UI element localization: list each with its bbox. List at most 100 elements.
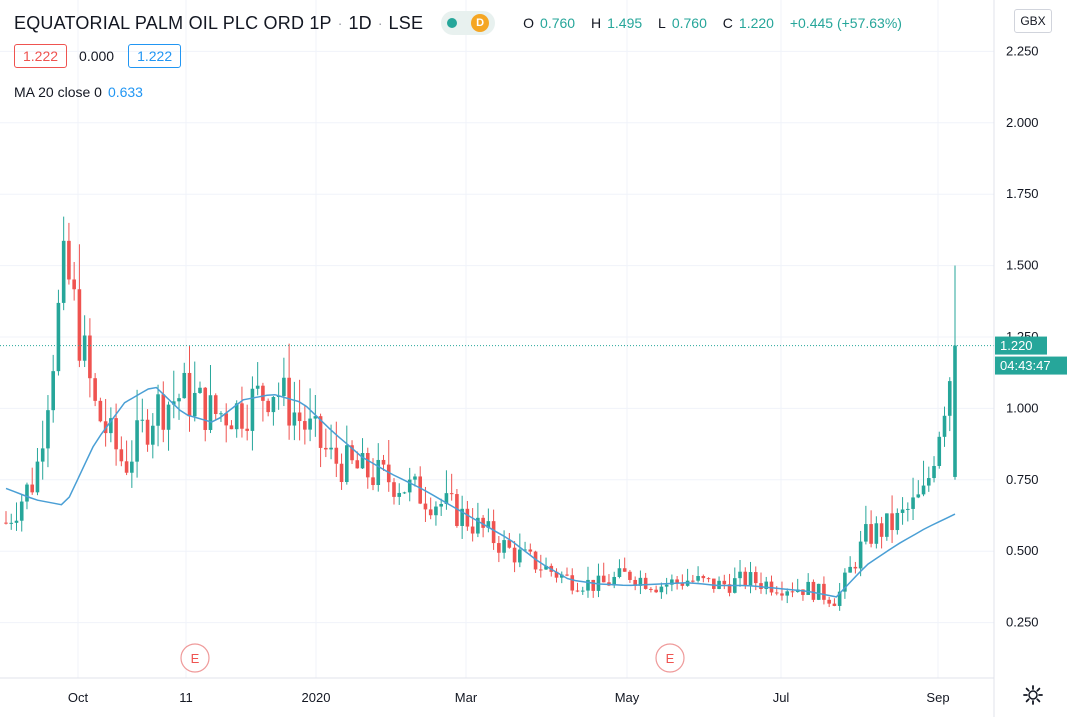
candle-body: [748, 572, 753, 586]
candle-body: [266, 400, 270, 413]
candle-body: [670, 579, 674, 585]
high-label: H: [590, 15, 602, 31]
candle-body: [947, 381, 952, 416]
candle-body: [234, 403, 239, 430]
candle-body: [61, 240, 66, 303]
candle-body: [460, 508, 464, 526]
x-tick-label: Jul: [773, 690, 790, 705]
candles: [4, 216, 957, 611]
candle-body: [135, 420, 139, 462]
candle-body: [292, 412, 297, 426]
candle-body: [88, 335, 92, 379]
earnings-marker[interactable]: E: [655, 643, 685, 673]
delayed-data-badge[interactable]: D: [471, 14, 490, 32]
candle-body: [512, 547, 517, 563]
candle-body: [303, 421, 307, 430]
candle-body: [691, 580, 695, 582]
candle-body: [40, 448, 45, 462]
y-tick-label: 1.000: [1006, 400, 1039, 415]
candle-body: [926, 478, 931, 486]
candle-body: [575, 590, 580, 592]
candle-body: [297, 412, 302, 422]
candle-body: [628, 571, 632, 580]
candle-body: [428, 509, 433, 516]
candle-body: [885, 513, 889, 537]
market-status[interactable]: D: [441, 11, 496, 35]
candle-body: [481, 517, 485, 528]
candle-body: [900, 509, 905, 513]
currency-button[interactable]: GBX: [1014, 9, 1052, 33]
candle-body: [208, 395, 213, 430]
indicator-legend[interactable]: MA 20 close 0 0.633: [14, 84, 143, 100]
candle-body: [124, 461, 129, 473]
candle-body: [9, 522, 14, 524]
candle-body: [371, 477, 375, 486]
candle-body: [932, 465, 936, 479]
candle-body: [19, 501, 24, 521]
sell-price-button[interactable]: 1.222: [14, 44, 68, 68]
candle-body: [308, 418, 312, 430]
ohlc-values: O 0.760 H 1.495 L 0.760 C 1.220 +0.445 (+57.…: [523, 15, 908, 31]
candle-body: [413, 476, 417, 480]
candle-body: [554, 571, 559, 578]
candle-body: [25, 484, 29, 502]
candle-body: [837, 591, 842, 606]
separator: ·: [377, 15, 383, 31]
open-value: 0.760: [540, 15, 576, 31]
candle-body: [119, 449, 124, 462]
candle-body: [528, 549, 533, 552]
earnings-marker[interactable]: E: [180, 643, 210, 673]
quote-row: 1.222 0.000 1.222: [14, 44, 182, 68]
indicator-label: MA 20 close 0: [14, 84, 102, 100]
y-tick-label: 0.750: [1006, 472, 1039, 487]
open-label: O: [523, 15, 535, 31]
candle-body: [654, 589, 658, 593]
candle-body: [753, 572, 758, 584]
candle-body: [140, 419, 145, 421]
candle-body: [879, 523, 884, 537]
candle-body: [801, 589, 805, 595]
candle-body: [339, 463, 344, 483]
candle-body: [77, 289, 82, 361]
candle-body: [46, 410, 50, 449]
candle-body: [250, 388, 255, 431]
ma-20-line: [5, 386, 956, 598]
candle-body: [219, 413, 223, 415]
symbol-title[interactable]: EQUATORIAL PALM OIL PLC ORD 1P: [14, 12, 332, 33]
candle-body: [764, 581, 769, 590]
price-axis[interactable]: 0.2500.5000.7501.0001.2501.5001.7502.000…: [1006, 43, 1039, 629]
x-tick-label: 11: [179, 690, 193, 705]
candle-body: [177, 398, 181, 402]
candle-body: [350, 445, 354, 461]
candle-body: [738, 571, 742, 579]
close-value: 1.220: [738, 15, 774, 31]
candle-body: [4, 522, 8, 524]
candle-body: [869, 524, 873, 544]
candle-body: [743, 571, 748, 586]
interval-label[interactable]: 1D: [348, 12, 372, 33]
candle-body: [14, 520, 19, 523]
candle-body: [827, 599, 831, 604]
candle-body: [601, 575, 606, 583]
candle-body: [397, 492, 402, 497]
candle-body: [423, 503, 428, 510]
candle-body: [261, 385, 265, 401]
candle-body: [56, 302, 61, 372]
candle-body: [706, 578, 711, 580]
gear-icon[interactable]: [1021, 683, 1045, 707]
candle-body: [114, 418, 118, 450]
candle-body: [229, 425, 234, 430]
candle-body: [612, 576, 616, 586]
candle-body: [622, 568, 627, 572]
y-tick-label: 0.500: [1006, 543, 1039, 558]
candle-body: [313, 416, 318, 419]
candle-body: [774, 592, 779, 594]
time-axis[interactable]: Oct 11 2020 Mar May Jul Sep: [68, 690, 950, 705]
candle-body: [916, 494, 921, 498]
buy-price-button[interactable]: 1.222: [128, 44, 182, 68]
candle-body: [166, 404, 171, 430]
candle-body: [638, 577, 643, 586]
candle-body: [806, 581, 810, 595]
